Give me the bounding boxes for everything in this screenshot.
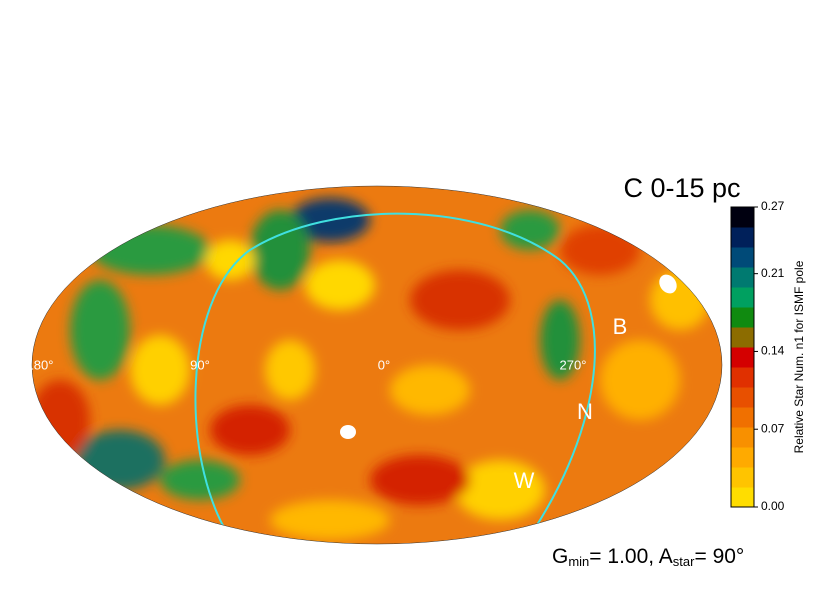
map-border xyxy=(31,185,723,545)
marker-label: W xyxy=(514,468,535,493)
longitude-label: 0° xyxy=(378,357,390,372)
markers: B N W xyxy=(514,314,628,493)
colorbar: 0.00 0.07 0.14 0.21 0.27 xyxy=(730,199,785,513)
colorbar-segment xyxy=(731,307,754,328)
colorbar-frame xyxy=(730,206,755,508)
longitude-label: 180° xyxy=(27,357,54,372)
colorbar-segment xyxy=(731,367,754,388)
colorbar-segment xyxy=(731,227,754,248)
marker-label: N xyxy=(577,399,593,424)
colorbar-tick-label: 0.21 xyxy=(761,266,785,280)
annotation: Gmin= 1.00, Astar= 90° xyxy=(552,545,744,570)
colorbar-segment xyxy=(731,387,754,408)
colorbar-segment xyxy=(731,287,754,308)
colorbar-tick-label: 0.00 xyxy=(761,499,785,513)
longitude-label: 90° xyxy=(190,357,210,372)
longitude-label: 270° xyxy=(560,357,587,372)
colorbar-tick-label: 0.27 xyxy=(761,199,785,213)
colorbar-segment xyxy=(731,407,754,428)
title: C 0-15 pc xyxy=(623,173,740,203)
colorbar-label: Relative Star Num. n1 for ISMF pole xyxy=(792,260,806,453)
colorbar-segment xyxy=(731,267,754,288)
colorbar-segment xyxy=(731,467,754,488)
colorbar-segment xyxy=(731,427,754,448)
marker-label: B xyxy=(613,314,628,339)
colorbar-segment xyxy=(731,447,754,468)
colorbar-tick-label: 0.14 xyxy=(761,344,785,358)
colorbar-tick-label: 0.07 xyxy=(761,421,785,435)
colorbar-segment xyxy=(731,247,754,268)
colorbar-segment xyxy=(731,347,754,368)
longitude-labels: 180° 90° 0° 270° xyxy=(27,357,587,372)
colorbar-segment xyxy=(731,327,754,348)
colorbar-segment xyxy=(731,207,754,228)
colorbar-segment xyxy=(731,487,754,508)
